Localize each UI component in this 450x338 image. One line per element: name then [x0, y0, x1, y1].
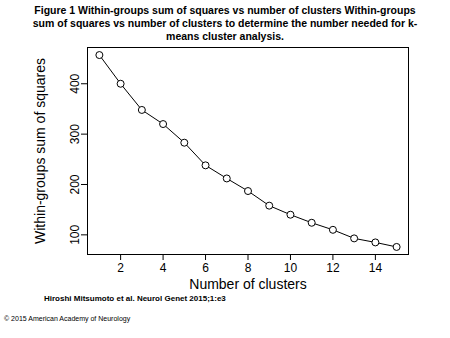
- svg-text:6: 6: [202, 261, 209, 275]
- svg-text:400: 400: [68, 73, 82, 93]
- svg-text:100: 100: [68, 225, 82, 245]
- svg-text:200: 200: [68, 174, 82, 194]
- svg-text:Number of clusters: Number of clusters: [189, 276, 306, 292]
- svg-text:8: 8: [245, 261, 252, 275]
- svg-text:10: 10: [284, 261, 298, 275]
- svg-text:12: 12: [326, 261, 340, 275]
- svg-text:300: 300: [68, 124, 82, 144]
- svg-text:2: 2: [117, 261, 124, 275]
- html-text:Figure 1 Within-groups sum of: Figure 1 Within-groups sum of squares vs…: [32, 4, 418, 42]
- html-text:Hiroshi Mitsumoto et al. Neuro: Hiroshi Mitsumoto et al. Neurol Genet 20…: [44, 294, 226, 303]
- svg-text:4: 4: [160, 261, 167, 275]
- html-text:© 2015 American Academy of Neu: © 2015 American Academy of Neurology: [4, 315, 131, 322]
- svg-text:14: 14: [369, 261, 383, 275]
- svg-text:Within-groups sum of squares: Within-groups sum of squares: [32, 58, 48, 244]
